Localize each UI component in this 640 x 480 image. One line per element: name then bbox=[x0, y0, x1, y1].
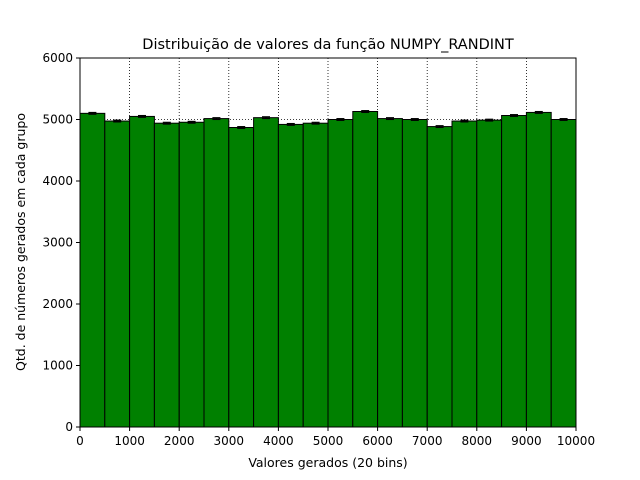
x-tick-label-7: 7000 bbox=[412, 434, 443, 448]
errorbar-12 bbox=[386, 117, 394, 121]
x-tick-label-6: 6000 bbox=[362, 434, 393, 448]
bar-19 bbox=[550, 119, 577, 428]
x-tick-label-10: 10000 bbox=[557, 434, 595, 448]
bars bbox=[79, 111, 577, 428]
errorbar-14 bbox=[435, 125, 444, 129]
errorbar-8 bbox=[286, 122, 295, 126]
errorbar-13 bbox=[410, 118, 419, 121]
bar-15 bbox=[451, 120, 478, 428]
errorbar-11 bbox=[361, 110, 370, 113]
y-tick-label-6: 6000 bbox=[42, 51, 73, 65]
bar-11 bbox=[352, 111, 379, 428]
bar-0 bbox=[79, 112, 106, 428]
errorbar-3 bbox=[162, 121, 171, 125]
bar-17 bbox=[501, 115, 527, 428]
errorbar-7 bbox=[262, 116, 270, 120]
errorbar-9 bbox=[311, 121, 320, 125]
bar-4 bbox=[178, 121, 205, 428]
bar-10 bbox=[327, 119, 354, 428]
y-tick-label-1: 1000 bbox=[42, 359, 73, 373]
x-axis: 0 1000 2000 3000 4000 5000 6000 7000 8000 9000 100… bbox=[76, 427, 595, 448]
bar-14 bbox=[426, 126, 453, 428]
errorbar-18 bbox=[534, 110, 543, 114]
x-tick-label-0: 0 bbox=[76, 434, 84, 448]
errorbar-15 bbox=[460, 119, 469, 123]
errorbar-1 bbox=[113, 119, 122, 123]
bar-1 bbox=[104, 120, 131, 428]
bar-18 bbox=[525, 111, 552, 428]
x-tick-label-8: 8000 bbox=[462, 434, 493, 448]
bar-2 bbox=[129, 115, 155, 428]
x-tick-label-2: 2000 bbox=[164, 434, 195, 448]
errorbar-16 bbox=[485, 118, 494, 122]
errorbar-19 bbox=[559, 118, 568, 121]
bar-8 bbox=[277, 123, 304, 428]
y-axis-label: Qtd. de números gerados em cada grupo bbox=[13, 113, 28, 371]
x-tick-label-1: 1000 bbox=[114, 434, 145, 448]
bar-3 bbox=[153, 122, 180, 428]
bar-16 bbox=[476, 119, 503, 428]
chart-title: Distribuição de valores da função NUMPY_… bbox=[142, 37, 514, 53]
x-tick-label-4: 4000 bbox=[263, 434, 294, 448]
errorbar-17 bbox=[510, 114, 518, 117]
y-tick-label-4: 4000 bbox=[42, 174, 73, 188]
x-tick-label-5: 5000 bbox=[313, 434, 344, 448]
bar-6 bbox=[228, 126, 255, 428]
errorbar-5 bbox=[212, 117, 221, 121]
errorbar-2 bbox=[138, 114, 146, 118]
errorbar-10 bbox=[336, 118, 345, 121]
errorbar-6 bbox=[237, 126, 246, 129]
bar-12 bbox=[377, 118, 403, 428]
x-tick-label-9: 9000 bbox=[511, 434, 542, 448]
bar-5 bbox=[203, 118, 230, 428]
bar-7 bbox=[253, 117, 279, 428]
errorbar-0 bbox=[88, 111, 97, 115]
bar-13 bbox=[401, 119, 428, 428]
y-tick-label-5: 5000 bbox=[42, 113, 73, 127]
error-bars bbox=[88, 110, 568, 129]
y-tick-label-3: 3000 bbox=[42, 236, 73, 250]
y-tick-label-0: 0 bbox=[65, 420, 73, 434]
x-axis-label: Valores gerados (20 bins) bbox=[248, 455, 407, 470]
errorbar-4 bbox=[187, 120, 196, 124]
y-tick-label-2: 2000 bbox=[42, 297, 73, 311]
bar-9 bbox=[302, 122, 329, 428]
y-axis: 0 1000 2000 3000 4000 5000 6000 bbox=[42, 51, 80, 434]
x-tick-label-3: 3000 bbox=[214, 434, 245, 448]
